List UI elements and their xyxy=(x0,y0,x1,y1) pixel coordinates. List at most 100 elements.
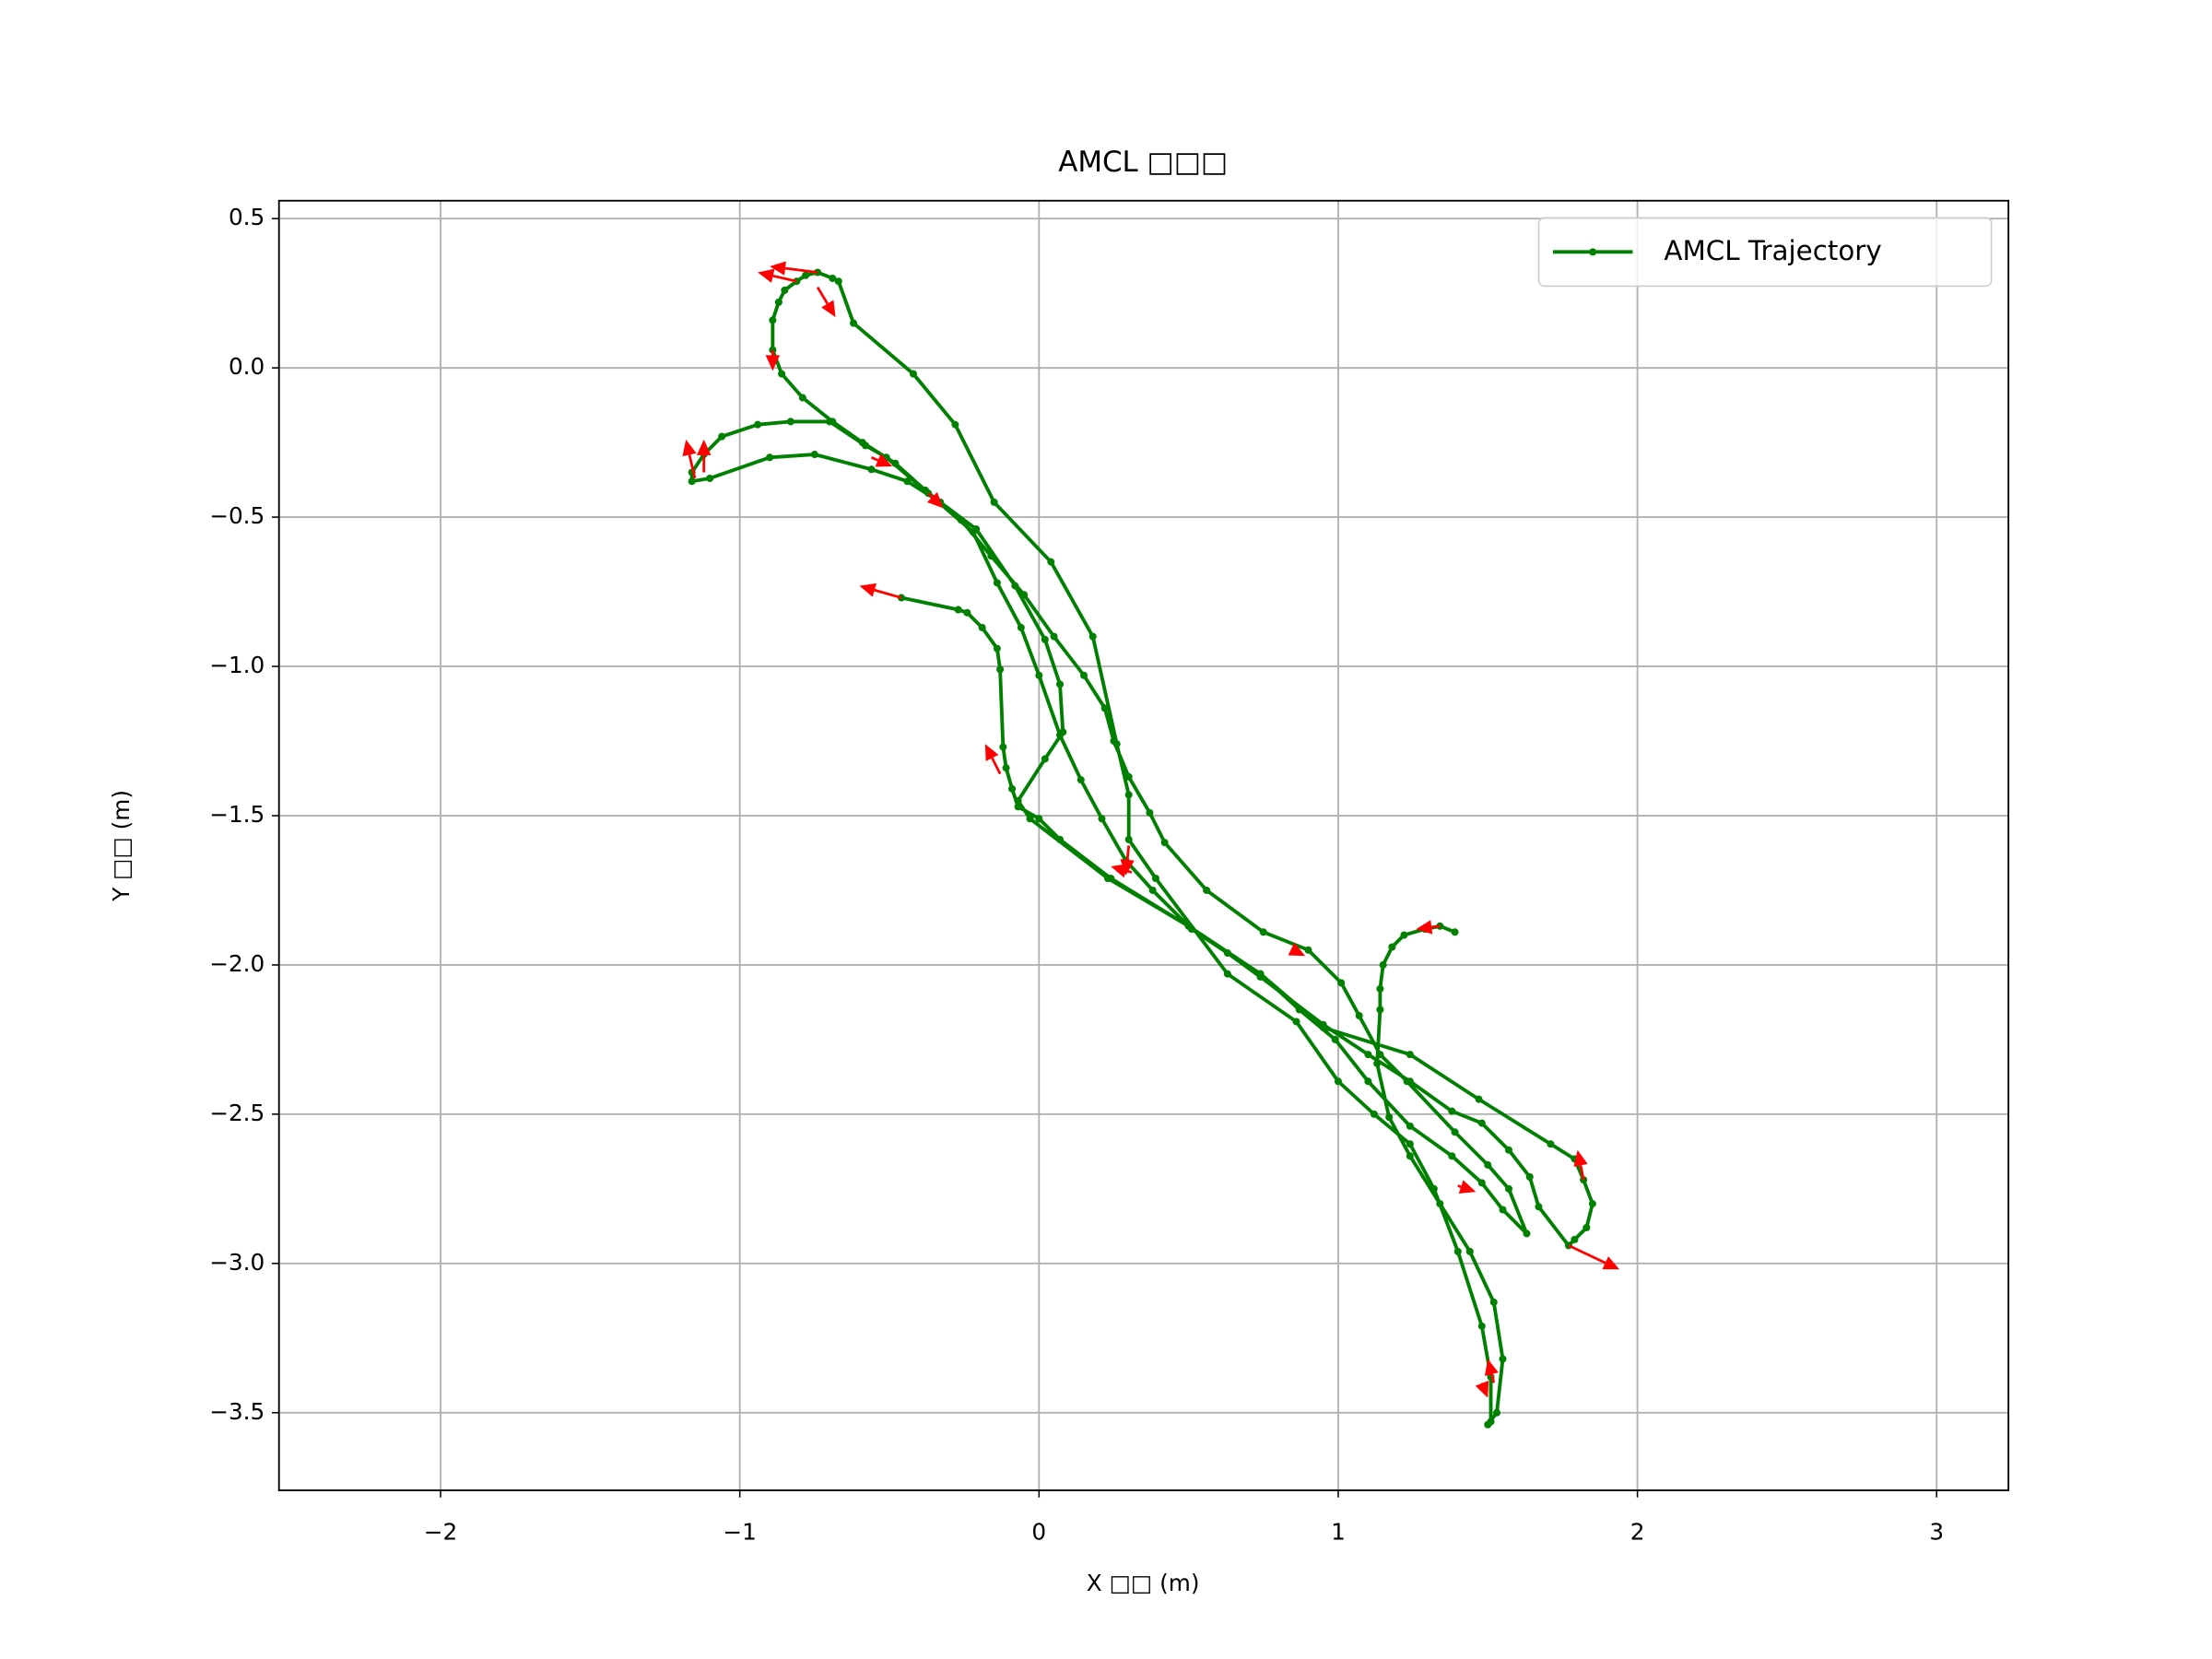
trajectory-line xyxy=(689,270,1594,1427)
arrow-shaft xyxy=(874,588,902,599)
trajectory-point xyxy=(1319,1020,1327,1029)
trajectory-point xyxy=(1504,1146,1513,1154)
arrow-shaft xyxy=(816,286,829,305)
arrow-shaft xyxy=(1431,924,1441,929)
arrow-head xyxy=(1573,1149,1588,1167)
trajectory-point xyxy=(834,277,842,286)
trajectory-point xyxy=(778,370,786,378)
trajectory-point xyxy=(1400,931,1408,939)
trajectory-point xyxy=(1484,1420,1492,1429)
trajectory-point xyxy=(1525,1172,1534,1181)
trajectory-point xyxy=(850,319,858,327)
orientation-arrow xyxy=(1416,920,1441,935)
x-tick-label: −2 xyxy=(424,1518,457,1545)
trajectory-point xyxy=(1453,1247,1462,1255)
trajectory-point xyxy=(1376,1051,1384,1059)
trajectory-point xyxy=(1334,1077,1342,1086)
trajectory-point xyxy=(1088,632,1097,641)
trajectory-point xyxy=(1337,979,1346,987)
trajectory-point xyxy=(1373,1059,1382,1067)
trajectory-point xyxy=(1451,928,1459,936)
trajectory-point xyxy=(987,552,995,560)
trajectory-point xyxy=(786,418,794,426)
trajectory-point xyxy=(1475,1095,1483,1103)
orientation-arrow xyxy=(682,439,697,479)
trajectory-point xyxy=(798,394,806,402)
trajectory-point xyxy=(951,420,959,429)
arrow-head xyxy=(1111,864,1128,878)
trajectory-point xyxy=(1535,1203,1543,1211)
arrow-shaft xyxy=(927,492,934,499)
x-axis-label: X □□ (m) xyxy=(1087,1570,1200,1596)
trajectory-point xyxy=(1146,808,1154,817)
chart-title: AMCL □□□ xyxy=(1058,146,1228,179)
trajectory-point xyxy=(1008,784,1017,793)
orientation-arrow xyxy=(1457,1180,1477,1194)
y-tick-label: −2.0 xyxy=(209,950,265,977)
arrow-shaft xyxy=(1457,1184,1462,1189)
orientation-arrow xyxy=(870,453,893,467)
trajectory-point xyxy=(1436,922,1444,930)
trajectory-point xyxy=(1103,874,1112,883)
legend-box xyxy=(1537,217,1993,288)
arrow-head xyxy=(696,439,712,455)
trajectory-point xyxy=(810,451,818,459)
trajectory-point xyxy=(1059,728,1067,736)
trajectory-point xyxy=(1376,984,1384,993)
arrow-shaft xyxy=(1490,1373,1496,1383)
trajectory-point xyxy=(1388,943,1396,951)
trajectory-point xyxy=(1259,928,1267,936)
trajectory-point xyxy=(1056,835,1065,843)
trajectory-point xyxy=(1364,1051,1372,1059)
orientation-arrow xyxy=(1568,1244,1620,1270)
orientation-arrow xyxy=(1484,1359,1499,1383)
trajectory-point xyxy=(1370,1110,1378,1118)
trajectory-point xyxy=(1376,1006,1384,1014)
arrow-head xyxy=(1475,1380,1489,1398)
trajectory-point xyxy=(814,268,822,276)
y-tick-label: 0.0 xyxy=(229,353,265,380)
orientation-arrow xyxy=(859,582,902,599)
trajectory-point xyxy=(1014,803,1022,811)
trajectory-point xyxy=(1014,796,1022,805)
trajectory-point xyxy=(1148,886,1157,894)
orientation-arrow xyxy=(1288,942,1306,957)
arrow-head xyxy=(984,744,999,761)
trajectory-point xyxy=(1056,680,1065,688)
trajectory-point xyxy=(1151,874,1159,883)
trajectory-point xyxy=(1124,835,1133,843)
trajectory-point xyxy=(1406,1122,1414,1130)
orientation-arrow xyxy=(758,268,797,283)
trajectory-point xyxy=(963,608,971,617)
y-tick-label: −1.0 xyxy=(209,652,265,678)
trajectory-point xyxy=(1079,671,1088,679)
trajectory-point xyxy=(1504,1184,1513,1193)
y-tick-label: −3.5 xyxy=(209,1398,265,1425)
trajectory-point xyxy=(829,274,837,282)
trajectory-point xyxy=(1203,886,1211,894)
trajectory-point xyxy=(1223,970,1231,978)
arrow-shaft xyxy=(772,274,797,283)
arrow-head xyxy=(765,355,781,371)
arrow-head xyxy=(859,582,877,597)
trajectory-point xyxy=(802,271,810,279)
trajectory-point xyxy=(1385,1113,1394,1122)
orientation-arrow xyxy=(1120,845,1135,876)
legend-marker xyxy=(1589,248,1597,256)
trajectory-point xyxy=(1041,755,1049,763)
trajectory-point xyxy=(1499,1355,1507,1363)
trajectory-point xyxy=(1050,632,1058,641)
trajectory-point xyxy=(829,418,837,426)
y-tick-label: −1.5 xyxy=(209,801,265,828)
trajectory-point xyxy=(766,453,774,462)
trajectory-point xyxy=(1112,740,1121,748)
trajectory-point xyxy=(1477,1322,1486,1330)
trajectory-point xyxy=(1026,815,1034,823)
trajectory-point xyxy=(1011,582,1019,590)
arrow-shaft xyxy=(1125,869,1133,874)
orientation-arrow xyxy=(1475,1380,1489,1398)
x-tick-label: −1 xyxy=(723,1518,756,1545)
trajectory-point xyxy=(978,623,986,631)
trajectory-point xyxy=(1451,1128,1459,1136)
